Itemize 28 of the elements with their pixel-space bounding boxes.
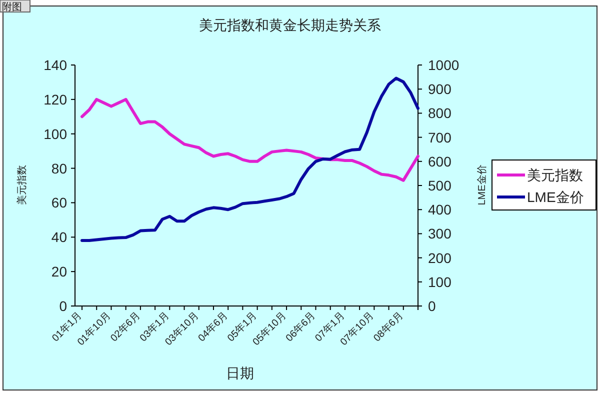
y2-tick-label: 700 bbox=[428, 129, 452, 146]
y-tick-label: 20 bbox=[51, 264, 68, 280]
y2-tick-label: 600 bbox=[428, 153, 452, 170]
y-tick-label: 0 bbox=[59, 298, 68, 314]
y-tick-label: 60 bbox=[51, 194, 68, 211]
y2-tick-label: 900 bbox=[428, 81, 452, 98]
y-tick-label: 80 bbox=[51, 160, 68, 176]
y2-tick-label: 800 bbox=[428, 105, 452, 122]
y-tick-label: 140 bbox=[44, 57, 68, 73]
chart-title: 美元指数和黄金长期走势关系 bbox=[199, 17, 381, 33]
y2-tick-label: 100 bbox=[428, 274, 452, 290]
y2-tick-label: 200 bbox=[428, 250, 452, 266]
y2-axis-title: LME金价 bbox=[476, 164, 488, 206]
line-series bbox=[80, 98, 420, 182]
y2-tick-label: 500 bbox=[428, 178, 452, 194]
legend-label: 美元指数 bbox=[527, 167, 583, 183]
y2-tick-label: 400 bbox=[428, 202, 452, 218]
text: 附图 bbox=[2, 1, 22, 13]
y-tick-label: 100 bbox=[44, 126, 68, 142]
legend-label: LME金价 bbox=[527, 189, 584, 205]
y-tick-label: 120 bbox=[44, 91, 68, 108]
y2-tick-label: 300 bbox=[428, 226, 452, 242]
y2-tick-label: 0 bbox=[428, 298, 436, 314]
y-tick-label: 40 bbox=[51, 229, 68, 246]
y-axis-title: 美元指数 bbox=[16, 165, 28, 205]
x-axis-title: 日期 bbox=[226, 365, 254, 381]
y2-tick-label: 1000 bbox=[428, 57, 460, 73]
line-series bbox=[80, 76, 420, 242]
